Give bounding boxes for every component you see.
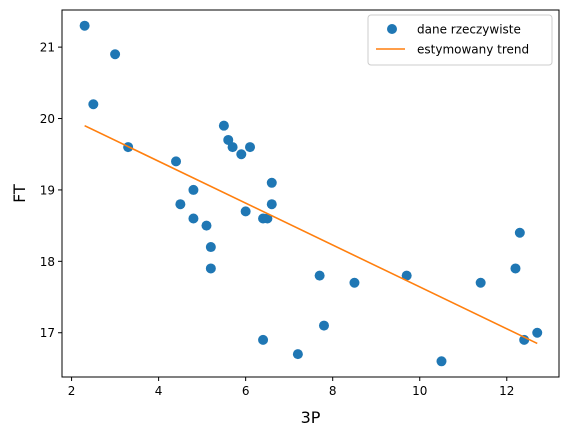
legend-label-estymowany-trend: estymowany trend: [417, 43, 529, 57]
legend-label-dane-rzeczywiste: dane rzeczywiste: [417, 23, 521, 37]
data-point: [88, 99, 99, 110]
x-axis: 2 4 6 8 10 12: [68, 377, 514, 398]
data-point: [510, 263, 521, 274]
data-point: [262, 213, 273, 224]
x-tick-label: 6: [242, 384, 250, 398]
data-point: [205, 242, 216, 253]
data-point: [227, 142, 238, 153]
data-point: [519, 334, 530, 345]
x-axis-title: 3P: [301, 408, 321, 427]
data-point: [314, 270, 325, 281]
data-point: [514, 227, 525, 238]
data-point: [245, 142, 256, 153]
y-tick-label: 17: [40, 326, 55, 340]
data-point: [201, 220, 212, 231]
data-point: [436, 356, 447, 367]
y-axis-title: FT: [10, 184, 29, 203]
x-tick-label: 10: [412, 384, 427, 398]
data-point: [218, 120, 229, 131]
x-tick-label: 2: [68, 384, 76, 398]
data-point: [205, 263, 216, 274]
data-point: [266, 177, 277, 188]
data-point: [318, 320, 329, 331]
data-point: [175, 199, 186, 210]
data-point: [266, 199, 277, 210]
x-tick-label: 4: [155, 384, 163, 398]
y-tick-label: 19: [40, 183, 55, 197]
data-point: [401, 270, 412, 281]
data-point: [110, 49, 121, 60]
data-point: [79, 20, 90, 31]
legend: dane rzeczywiste estymowany trend: [367, 14, 553, 66]
data-point: [532, 327, 543, 338]
legend-box: [367, 14, 553, 66]
data-point: [188, 184, 199, 195]
legend-marker-dane-rzeczywiste: [387, 24, 397, 34]
data-point: [188, 213, 199, 224]
data-point: [292, 349, 303, 360]
data-point: [240, 206, 251, 217]
data-point: [349, 277, 360, 288]
x-tick-label: 8: [329, 384, 337, 398]
x-tick-label: 12: [499, 384, 514, 398]
data-point: [475, 277, 486, 288]
data-point: [258, 334, 269, 345]
plot-frame: [61, 9, 560, 378]
y-tick-label: 20: [40, 112, 55, 126]
trend-line: [84, 124, 538, 345]
plot-area: [79, 20, 543, 367]
y-axis: 17 18 19 20 21: [40, 41, 62, 340]
data-point: [236, 149, 247, 160]
y-tick-label: 21: [40, 41, 55, 55]
y-tick-label: 18: [40, 255, 55, 269]
data-point: [171, 156, 182, 167]
